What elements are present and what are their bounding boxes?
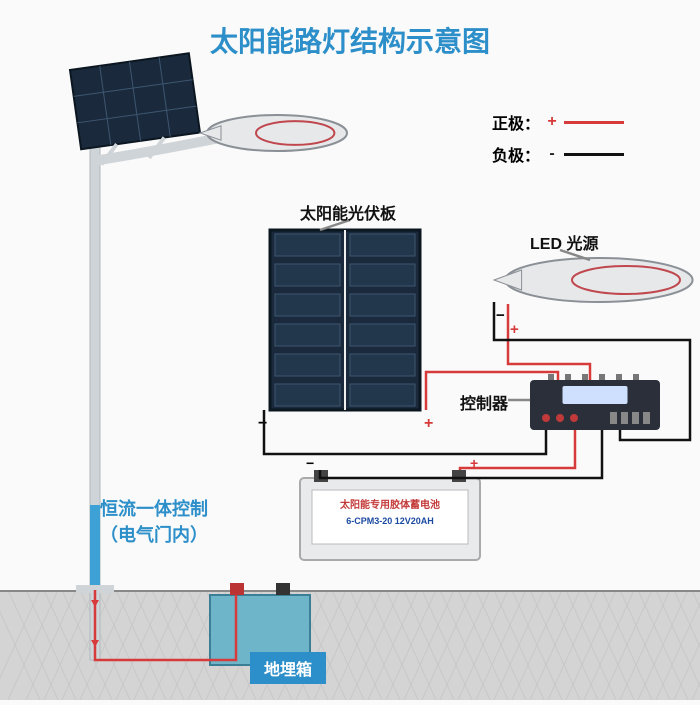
svg-text:−: −: [306, 455, 314, 471]
svg-text:−: −: [496, 307, 505, 324]
wire-panel-neg: [264, 410, 546, 454]
label-buried-box: 地埋箱: [250, 652, 326, 684]
diagram-scene: −+−+太阳能专用胶体蓄电池6-CPM3-20 12V20AH−+: [0, 0, 700, 700]
battery: 太阳能专用胶体蓄电池 6-CPM3-20 12V20AH: [300, 470, 480, 560]
top-lamp-head: [200, 115, 347, 151]
pole-control-section: [90, 505, 100, 590]
svg-text:+: +: [424, 415, 433, 432]
label-controller: 控制器: [460, 390, 508, 414]
label-controller-text: 控制器: [460, 396, 508, 413]
label-led: LED 光源: [530, 230, 598, 254]
buried-terminal-neg: [230, 583, 244, 595]
svg-text:6-CPM3-20 12V20AH: 6-CPM3-20 12V20AH: [346, 516, 434, 526]
wire-led-pos: [508, 304, 590, 380]
svg-text:+: +: [510, 321, 519, 338]
label-constant-current-line1: 恒流一体控制: [100, 495, 208, 521]
label-constant-current-line2: （电气门内）: [100, 521, 208, 547]
solar-panel-detail: [270, 230, 420, 410]
svg-text:−: −: [258, 415, 267, 432]
buried-terminal-pos: [276, 583, 290, 595]
label-buried-box-text: 地埋箱: [264, 662, 312, 679]
label-constant-current: 恒流一体控制 （电气门内）: [100, 495, 208, 547]
led-lamp-detail: [494, 258, 693, 302]
label-solar-panel: 太阳能光伏板: [300, 200, 396, 224]
label-solar-panel-text: 太阳能光伏板: [300, 206, 396, 223]
controller: [530, 374, 660, 430]
label-led-text: LED 光源: [530, 236, 598, 253]
svg-text:太阳能专用胶体蓄电池: 太阳能专用胶体蓄电池: [339, 498, 440, 511]
